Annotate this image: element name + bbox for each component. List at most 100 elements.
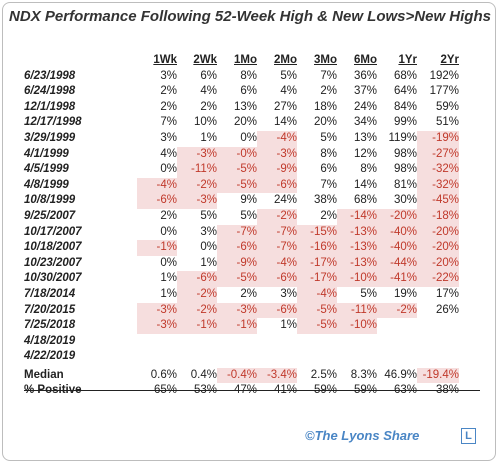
value-cell: 3% (280, 287, 297, 300)
value-cell: -40% (377, 224, 417, 241)
value-cell: -3% (177, 146, 217, 163)
value-cell: 98% (393, 147, 417, 160)
value-cell: -4% (297, 286, 337, 303)
value-cell: 2% (200, 100, 217, 113)
value-cell: 0% (200, 241, 217, 254)
value-cell: 4% (280, 85, 297, 98)
value-cell: -0% (217, 146, 257, 163)
value-cell: -44% (377, 255, 417, 272)
column-header: 1Mo (234, 54, 257, 66)
value-cell: -5% (217, 271, 257, 287)
header-row: 1Wk 2Wk 1Mo 2Mo 3Mo 6Mo 1Yr 2Yr (24, 53, 459, 69)
row-date: 10/23/2007 (24, 256, 82, 269)
row-date: 7/18/2014 (24, 287, 76, 300)
value-cell: 30% (393, 194, 417, 207)
value-cell (217, 349, 257, 365)
value-cell: 8% (320, 147, 337, 160)
value-cell: 1% (160, 287, 177, 300)
value-cell: 19% (393, 287, 417, 300)
value-cell: -5% (297, 302, 337, 319)
table-row: 7/20/2015 -3% -2% -3% -6% -5% -11% -2% 26% (24, 302, 459, 319)
row-date: 4/8/1999 (24, 178, 69, 191)
table-row: 4/5/1999 0% -11% -5% -9% 6% 8% 98% -32% (24, 162, 459, 178)
table-row: 4/22/2019 (24, 349, 459, 365)
value-cell: -5% (217, 177, 257, 194)
value-cell: -7% (257, 240, 297, 256)
value-cell: -22% (417, 271, 459, 287)
value-cell: -10% (337, 271, 377, 287)
value-cell: 68% (393, 69, 417, 82)
row-date: 3/29/1999 (24, 131, 76, 144)
value-cell: -6% (177, 271, 217, 287)
summary-label: Median (24, 368, 64, 381)
value-cell: -40% (377, 240, 417, 256)
value-cell: 98% (393, 163, 417, 176)
value-cell: 2% (320, 85, 337, 98)
value-cell: 3% (160, 69, 177, 82)
value-cell: 59% (435, 100, 459, 113)
table-row: 7/18/2014 1% -2% 2% 3% -4% 5% 19% 17% (24, 286, 459, 303)
summary-value: 63% (393, 384, 417, 397)
row-date: 7/20/2015 (24, 303, 76, 316)
value-cell: 1% (200, 131, 217, 144)
summary-value: 53% (193, 384, 217, 397)
value-cell: -3% (257, 146, 297, 163)
table-row: 10/18/2007 -1% 0% -6% -7% -16% -13% -40% -20% (24, 240, 459, 256)
row-date: 12/1/1998 (24, 100, 76, 113)
row-date: 10/30/2007 (24, 272, 82, 285)
table-row: 6/24/1998 2% 4% 6% 4% 2% 37% 64% 177% (24, 84, 459, 100)
value-cell (337, 349, 377, 365)
value-cell: -32% (417, 177, 459, 194)
value-cell: 13% (233, 100, 257, 113)
value-cell: 5% (240, 209, 257, 222)
value-cell: 6% (200, 69, 217, 82)
value-cell: 3% (160, 131, 177, 144)
value-cell: 20% (233, 116, 257, 129)
value-cell: 4% (160, 147, 177, 160)
value-cell: 7% (320, 69, 337, 82)
column-header: 3Mo (314, 54, 337, 66)
value-cell: 1% (200, 256, 217, 269)
value-cell: -2% (377, 302, 417, 319)
value-cell: 2% (160, 85, 177, 98)
summary-value: -19.4% (417, 367, 459, 384)
value-cell: 0% (160, 163, 177, 176)
table-row: 6/23/1998 3% 6% 8% 5% 7% 36% 68% 192% (24, 69, 459, 85)
value-cell: 6% (240, 85, 257, 98)
value-cell (297, 334, 337, 350)
summary-value: 65% (153, 384, 177, 397)
summary-value: 59% (313, 384, 337, 397)
value-cell: 20% (313, 116, 337, 129)
value-cell: -20% (417, 240, 459, 256)
value-cell: -6% (217, 240, 257, 256)
value-cell: 119% (388, 131, 417, 144)
summary-value: 8.3% (350, 368, 377, 381)
value-cell: 7% (160, 116, 177, 129)
value-cell: 1% (160, 272, 177, 285)
column-header: 1Wk (153, 54, 177, 66)
value-cell: -2% (177, 177, 217, 194)
value-cell (417, 334, 459, 350)
value-cell: -3% (177, 193, 217, 209)
value-cell: 0% (240, 131, 257, 144)
value-cell: -27% (417, 146, 459, 163)
value-cell: 192% (429, 69, 459, 82)
table-row: 10/8/1999 -6% -3% 9% 24% 38% 68% 30% -45% (24, 193, 459, 209)
credit-text: ©The Lyons Share (305, 428, 420, 443)
value-cell: -2% (177, 302, 217, 319)
value-cell: -5% (297, 318, 337, 334)
value-cell (297, 349, 337, 365)
value-cell: -5% (217, 162, 257, 178)
value-cell: 64% (393, 85, 417, 98)
page-title: NDX Performance Following 52-Week High &… (9, 8, 491, 25)
value-cell: -17% (297, 255, 337, 272)
value-cell (137, 334, 177, 350)
value-cell: -45% (417, 193, 459, 209)
value-cell: 10% (193, 116, 217, 129)
value-cell: 4% (200, 85, 217, 98)
value-cell: 3% (200, 225, 217, 238)
value-cell: -2% (177, 286, 217, 303)
value-cell: 27% (273, 100, 297, 113)
value-cell: 99% (393, 116, 417, 129)
value-cell (257, 334, 297, 350)
